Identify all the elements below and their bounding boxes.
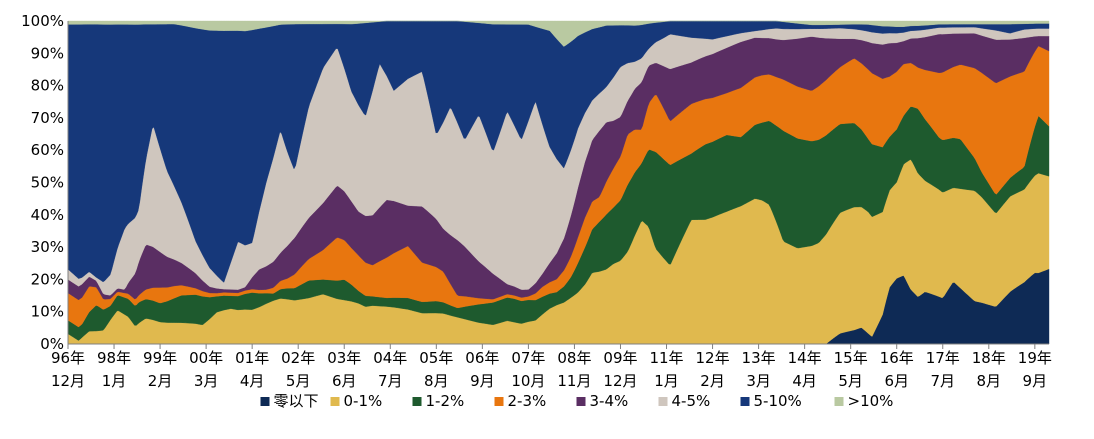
x-tick-month: 12月 — [51, 372, 85, 390]
x-tick-month: 2月 — [148, 372, 173, 390]
x-tick-month: 9月 — [1023, 372, 1048, 390]
legend-item: 1-2% — [412, 392, 465, 410]
y-tick-label: 100% — [21, 12, 64, 30]
legend-label: 0-1% — [344, 392, 383, 410]
legend-swatch — [412, 397, 422, 406]
legend-swatch — [740, 397, 750, 406]
x-tick-month: 5月 — [838, 372, 863, 390]
x-tick-month: 7月 — [930, 372, 955, 390]
x-tick-year: 19年 — [1018, 349, 1052, 367]
x-tick-month: 3月 — [194, 372, 219, 390]
legend-swatch — [834, 397, 844, 406]
y-tick-label: 20% — [31, 270, 64, 288]
legend-label: 5-10% — [754, 392, 802, 410]
x-tick-year: 05年 — [419, 349, 453, 367]
y-tick-label: 50% — [31, 174, 64, 192]
x-tick-year: 03年 — [327, 349, 361, 367]
legend-item: 0-1% — [330, 392, 383, 410]
x-tick-year: 16年 — [880, 349, 914, 367]
legend-swatch — [658, 397, 668, 406]
legend-label: 4-5% — [672, 392, 711, 410]
x-tick-month: 9月 — [470, 372, 495, 390]
legend-swatch — [494, 397, 504, 406]
legend-label: 2-3% — [508, 392, 547, 410]
x-tick-month: 12月 — [603, 372, 637, 390]
y-tick-label: 90% — [31, 44, 64, 62]
legend-label: 1-2% — [426, 392, 465, 410]
legend-item: 5-10% — [740, 392, 802, 410]
x-tick-month: 5月 — [286, 372, 311, 390]
legend-item: 零以下 — [260, 392, 319, 410]
legend-swatch — [330, 397, 340, 406]
x-tick-month: 6月 — [332, 372, 357, 390]
x-tick-month: 3月 — [746, 372, 771, 390]
y-tick-label: 0% — [40, 335, 64, 353]
x-tick-year: 00年 — [189, 349, 223, 367]
legend-label: >10% — [848, 392, 894, 410]
x-tick-year: 14年 — [788, 349, 822, 367]
x-tick-year: 04年 — [373, 349, 407, 367]
legend-label: 零以下 — [274, 392, 319, 410]
x-tick-year: 18年 — [972, 349, 1006, 367]
legend-item: 4-5% — [658, 392, 711, 410]
x-tick-month: 1月 — [654, 372, 679, 390]
legend-swatch — [576, 397, 586, 406]
y-tick-label: 10% — [31, 303, 64, 321]
area-series-8 — [67, 20, 1050, 47]
x-tick-year: 15年 — [834, 349, 868, 367]
x-tick-month: 4月 — [240, 372, 265, 390]
x-tick-month: 2月 — [700, 372, 725, 390]
x-tick-year: 98年 — [97, 349, 131, 367]
legend: 零以下 0-1% 1-2% 2-3% 3-4% 4-5% 5-10% >10% — [260, 392, 894, 410]
x-tick-year: 11年 — [649, 349, 683, 367]
x-tick-month: 4月 — [792, 372, 817, 390]
axes: 0% 10% 20% 30% 40% 50% 60% 70% 80% 90% 100% 96年 12月 9… — [21, 12, 1052, 390]
y-tick-label: 80% — [31, 77, 64, 95]
x-tick-year: 13年 — [742, 349, 776, 367]
x-tick-year: 17年 — [926, 349, 960, 367]
x-tick-year: 12年 — [696, 349, 730, 367]
x-tick-year: 06年 — [465, 349, 499, 367]
x-tick-month: 6月 — [884, 372, 909, 390]
x-tick-month: 7月 — [378, 372, 403, 390]
y-tick-label: 60% — [31, 141, 64, 159]
x-tick-year: 02年 — [281, 349, 315, 367]
legend-item: >10% — [834, 392, 894, 410]
x-tick-year: 01年 — [235, 349, 269, 367]
y-tick-label: 30% — [31, 238, 64, 256]
legend-item: 3-4% — [576, 392, 629, 410]
y-tick-label: 70% — [31, 109, 64, 127]
x-tick-month: 8月 — [977, 372, 1002, 390]
x-tick-year: 99年 — [143, 349, 177, 367]
series-areas — [67, 20, 1050, 345]
x-tick-year: 08年 — [557, 349, 591, 367]
x-tick-month: 11月 — [557, 372, 591, 390]
legend-swatch — [260, 397, 270, 406]
x-tick-year: 96年 — [51, 349, 85, 367]
x-tick-year: 07年 — [511, 349, 545, 367]
x-tick-month: 10月 — [511, 372, 545, 390]
legend-item: 2-3% — [494, 392, 547, 410]
x-tick-month: 1月 — [102, 372, 127, 390]
legend-label: 3-4% — [590, 392, 629, 410]
x-tick-year: 09年 — [603, 349, 637, 367]
y-tick-label: 40% — [31, 206, 64, 224]
x-tick-month: 8月 — [424, 372, 449, 390]
